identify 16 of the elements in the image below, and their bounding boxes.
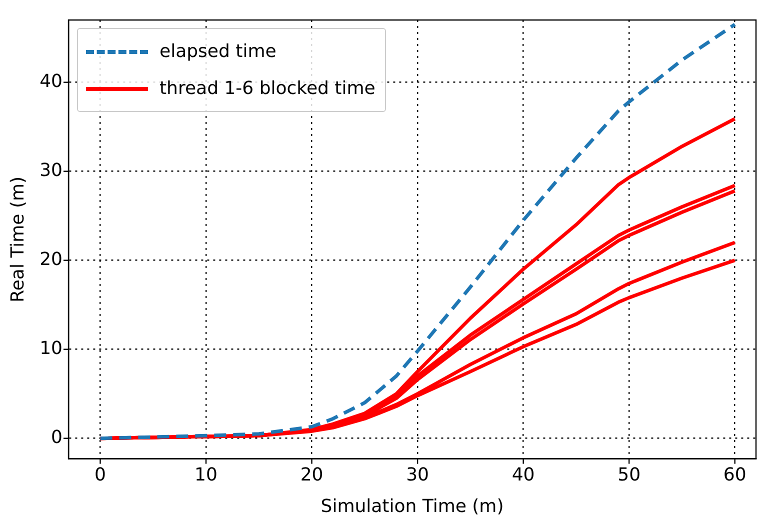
x-tick-label: 0 (94, 464, 106, 486)
legend-label: elapsed time (160, 41, 276, 62)
y-tick-label: 40 (40, 70, 63, 92)
legend-label: thread 1-6 blocked time (160, 78, 376, 99)
x-tick-label: 10 (194, 464, 218, 486)
y-tick-label: 10 (40, 338, 63, 359)
y-tick-label: 30 (40, 160, 63, 181)
x-tick-label: 30 (406, 464, 429, 486)
y-tick-label: 20 (40, 248, 63, 270)
y-tick-label: 0 (51, 427, 63, 448)
x-tick-label: 50 (618, 464, 641, 486)
x-tick-label: 20 (300, 464, 324, 486)
x-tick-label: 40 (512, 464, 535, 486)
y-axis-title: Real Time (m) (7, 176, 28, 302)
x-tick-label: 60 (723, 464, 746, 486)
x-axis-title: Simulation Time (m) (320, 496, 504, 517)
